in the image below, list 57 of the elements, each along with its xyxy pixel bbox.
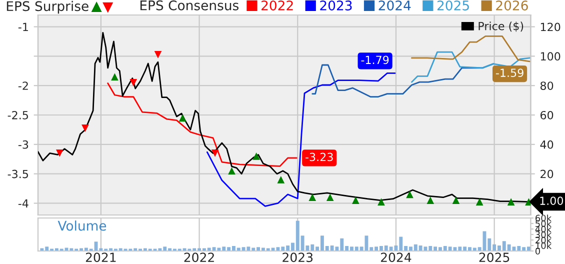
point	[308, 194, 316, 202]
point	[426, 196, 434, 204]
y-tick-label: -4	[18, 199, 28, 208]
text: EPS Surprise	[6, 0, 88, 14]
line-series	[411, 51, 530, 83]
y2-tick-label: 80	[540, 82, 554, 90]
x-tick-label: 2024	[380, 252, 412, 262]
legend-title: EPS Consensus	[140, 0, 239, 10]
y2-tick-label: 120	[540, 22, 560, 32]
point	[56, 150, 64, 157]
point	[154, 51, 162, 58]
y-tick-label: -2.5	[8, 110, 28, 120]
point	[406, 190, 414, 198]
y2-tick-label: 100	[540, 52, 560, 61]
y2-tick-label: 20	[540, 170, 554, 178]
point	[252, 152, 260, 160]
y-tick-label: -2	[18, 82, 28, 90]
legend-label: 2024	[378, 0, 411, 10]
legend-label: 2025	[437, 0, 469, 10]
x-tick-label: 2021	[86, 252, 116, 262]
y2-tick-label: 60	[540, 110, 554, 120]
point	[476, 198, 484, 206]
point	[178, 114, 186, 122]
y-tick-label: 10k	[536, 242, 552, 250]
point	[111, 73, 118, 80]
point	[228, 167, 236, 175]
legend-label: 2022	[262, 0, 293, 10]
x-tick-label: 2023	[282, 252, 313, 262]
y-tick-label: 0	[535, 248, 540, 255]
y-tick-label: -3	[18, 140, 28, 149]
point	[82, 124, 89, 132]
line-series	[206, 72, 396, 207]
data-label: 1.00	[540, 196, 564, 205]
point	[352, 196, 360, 204]
y-tick-label: -1	[18, 22, 28, 31]
line-series	[107, 82, 298, 167]
point	[452, 196, 460, 204]
point	[211, 150, 219, 157]
point	[507, 198, 515, 206]
data-label: -1.59	[496, 68, 524, 78]
point	[277, 176, 285, 184]
legend-label: 2026	[496, 0, 528, 10]
y2-tick-label: 40	[540, 140, 554, 149]
point	[130, 78, 138, 86]
y-tick-label: 40k	[535, 226, 552, 233]
y-tick-label: -3.5	[8, 170, 28, 178]
point	[326, 194, 334, 202]
legend-label: Price ($)	[478, 22, 524, 32]
x-tick-label: 2025	[479, 252, 510, 262]
y-tick-label: 60k	[535, 214, 552, 222]
point	[378, 198, 385, 206]
data-label: -3.23	[306, 152, 333, 162]
data-label: -1.79	[361, 56, 389, 64]
x-tick-label: 2022	[184, 252, 214, 262]
legend-label: 2023	[320, 0, 352, 10]
annotation: Volume	[58, 220, 106, 231]
line-series	[411, 35, 530, 62]
